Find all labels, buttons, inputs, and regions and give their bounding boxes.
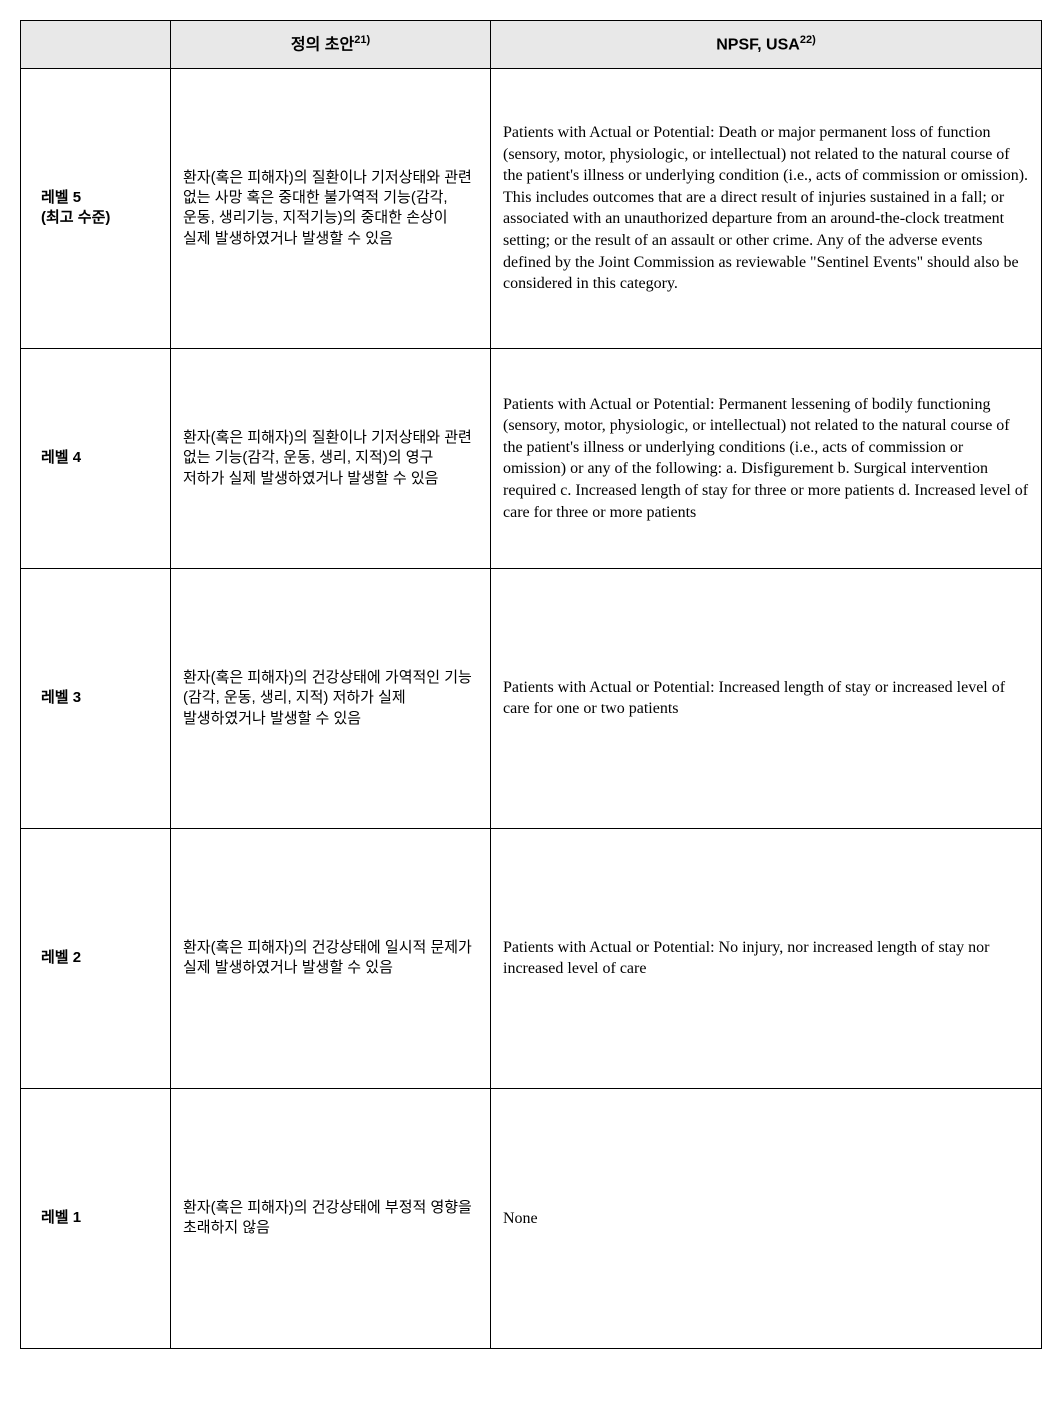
level-subtitle: (최고 수준) xyxy=(41,208,158,228)
definition-cell: 환자(혹은 피해자)의 건강상태에 가역적인 기능(감각, 운동, 생리, 지적… xyxy=(171,568,491,828)
header-npsf-sup: 22) xyxy=(800,34,816,46)
header-npsf-text: NPSF, USA xyxy=(716,36,800,53)
npsf-cell: Patients with Actual or Potential: No in… xyxy=(491,828,1042,1088)
table-row: 레벨 5 (최고 수준) 환자(혹은 피해자)의 질환이나 기저상태와 관련 없… xyxy=(21,68,1042,348)
level-cell: 레벨 1 xyxy=(21,1088,171,1348)
table-row: 레벨 2 환자(혹은 피해자)의 건강상태에 일시적 문제가 실제 발생하였거나… xyxy=(21,828,1042,1088)
npsf-cell: Patients with Actual or Potential: Incre… xyxy=(491,568,1042,828)
definition-cell: 환자(혹은 피해자)의 질환이나 기저상태와 관련 없는 사망 혹은 중대한 불… xyxy=(171,68,491,348)
table-row: 레벨 4 환자(혹은 피해자)의 질환이나 기저상태와 관련 없는 기능(감각,… xyxy=(21,348,1042,568)
level-cell: 레벨 5 (최고 수준) xyxy=(21,68,171,348)
npsf-cell: Patients with Actual or Potential: Death… xyxy=(491,68,1042,348)
table-header-row: 정의 초안21) NPSF, USA22) xyxy=(21,21,1042,69)
table-row: 레벨 1 환자(혹은 피해자)의 건강상태에 부정적 영향을 초래하지 않음 N… xyxy=(21,1088,1042,1348)
level-name: 레벨 3 xyxy=(41,688,158,708)
severity-levels-table: 정의 초안21) NPSF, USA22) 레벨 5 (최고 수준) 환자(혹은… xyxy=(20,20,1042,1349)
header-npsf: NPSF, USA22) xyxy=(491,21,1042,69)
header-definition-sup: 21) xyxy=(354,34,370,46)
header-definition-text: 정의 초안 xyxy=(291,36,354,53)
definition-cell: 환자(혹은 피해자)의 질환이나 기저상태와 관련 없는 기능(감각, 운동, … xyxy=(171,348,491,568)
level-name: 레벨 4 xyxy=(41,448,158,468)
level-cell: 레벨 4 xyxy=(21,348,171,568)
header-level xyxy=(21,21,171,69)
level-cell: 레벨 2 xyxy=(21,828,171,1088)
level-name: 레벨 5 xyxy=(41,188,158,208)
npsf-cell: None xyxy=(491,1088,1042,1348)
definition-cell: 환자(혹은 피해자)의 건강상태에 부정적 영향을 초래하지 않음 xyxy=(171,1088,491,1348)
level-name: 레벨 1 xyxy=(41,1208,158,1228)
header-definition: 정의 초안21) xyxy=(171,21,491,69)
level-name: 레벨 2 xyxy=(41,948,158,968)
definition-cell: 환자(혹은 피해자)의 건강상태에 일시적 문제가 실제 발생하였거나 발생할 … xyxy=(171,828,491,1088)
npsf-cell: Patients with Actual or Potential: Perma… xyxy=(491,348,1042,568)
table-row: 레벨 3 환자(혹은 피해자)의 건강상태에 가역적인 기능(감각, 운동, 생… xyxy=(21,568,1042,828)
level-cell: 레벨 3 xyxy=(21,568,171,828)
